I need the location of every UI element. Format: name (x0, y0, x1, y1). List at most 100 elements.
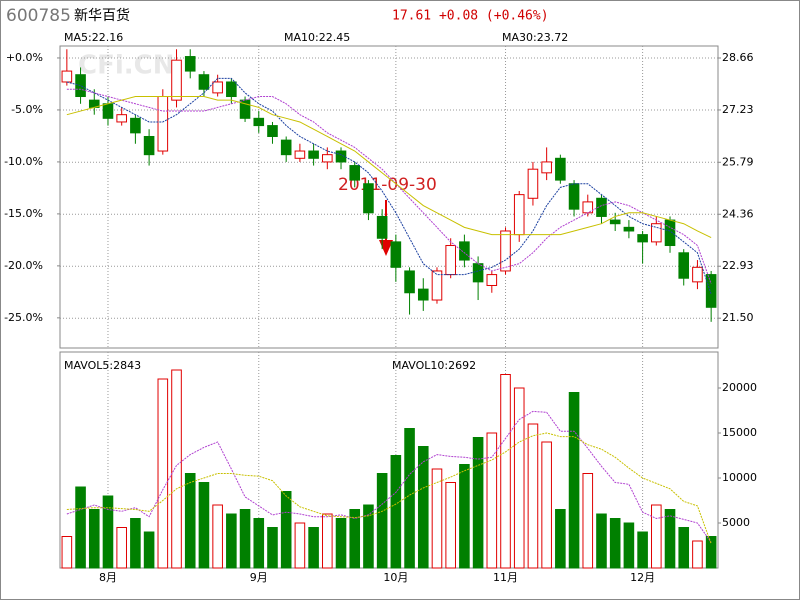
candle-body (555, 157, 566, 181)
candle-body (226, 81, 237, 98)
candle-body (267, 125, 278, 137)
ma-line (66, 432, 712, 544)
volume-bar (130, 518, 141, 569)
y2-tick-label: +0.0% (6, 51, 43, 64)
y2-tick-label: -15.0% (4, 207, 43, 220)
volume-bar (664, 509, 676, 569)
volume-bar (226, 513, 237, 569)
candle-body (486, 274, 498, 286)
volume-bar (171, 369, 182, 569)
volume-bar (541, 441, 552, 569)
volume-bar (75, 486, 86, 569)
volume-bar (568, 392, 580, 569)
volume-bar (143, 531, 155, 569)
candle-body (431, 270, 443, 301)
volume-bar (705, 536, 717, 569)
volume-bar (61, 536, 73, 569)
volume-bar (431, 468, 443, 569)
volume-bar (623, 522, 635, 569)
candle-body (472, 263, 484, 283)
ma-line (66, 77, 712, 295)
volume-bar (527, 423, 539, 569)
ma-line (66, 410, 712, 543)
candle-body (609, 219, 621, 225)
volume-bar (417, 446, 429, 569)
watermark: CFi.CN (78, 51, 174, 81)
y-tick-label: 21.50 (722, 311, 754, 324)
stock-code: 600785 (6, 6, 71, 26)
candle-body (171, 59, 182, 101)
candle-body (363, 183, 374, 214)
y-tick-label: 24.36 (722, 207, 754, 220)
volume-panel (59, 351, 719, 569)
volume-bar (102, 495, 114, 569)
volume-bar (294, 522, 306, 569)
y-tick-label: 27.23 (722, 103, 754, 116)
candle-body (637, 234, 648, 243)
volume-bar (363, 504, 374, 569)
volume-bar (253, 518, 265, 569)
candle-body (390, 241, 402, 268)
y2-tick-label: -20.0% (4, 259, 43, 272)
candle-body (459, 241, 470, 261)
candle-body (678, 252, 690, 279)
candle-body (596, 197, 607, 217)
candle-body (349, 165, 361, 181)
ma-line (66, 88, 712, 284)
x-tick-label: 8月 (99, 571, 117, 584)
candle-body (157, 96, 169, 152)
candle-body (61, 70, 73, 83)
volume-bar (376, 473, 388, 569)
candle-body (568, 183, 580, 210)
volume-bar (513, 387, 525, 569)
volume-bar (596, 513, 607, 569)
volume-bar (88, 509, 100, 569)
volume-bar (692, 540, 703, 569)
candle-body (322, 154, 333, 163)
legend-entry: MAVOL5:2843 (64, 359, 141, 372)
volume-bar (555, 509, 566, 569)
candle-body (212, 81, 223, 94)
volume-bar (390, 455, 402, 569)
candle-body (116, 114, 127, 123)
candle-body (253, 117, 265, 127)
candle-body (513, 194, 525, 236)
candle-body (130, 117, 141, 134)
y2-tick-label: -25.0% (4, 311, 43, 324)
candle-body (404, 270, 415, 294)
volume-bar (609, 518, 621, 569)
y2-tick-label: -10.0% (4, 155, 43, 168)
y-tick-label: 25.79 (722, 155, 754, 168)
candle-body (417, 288, 429, 301)
legend-entry: MA10:22.45 (284, 31, 350, 44)
candle-body (623, 226, 635, 232)
candle-body (376, 215, 388, 239)
candle-body (294, 150, 306, 159)
y2-tick-label: -5.0% (11, 103, 43, 116)
candle-body (280, 139, 292, 156)
volume-bar (472, 437, 484, 569)
candle-body (500, 230, 511, 272)
x-tick-label: 11月 (493, 571, 518, 584)
volume-bar (280, 491, 292, 569)
candle-body (582, 201, 594, 214)
legend-entry: MAVOL10:2692 (392, 359, 476, 372)
candle-body (445, 245, 456, 276)
y-tick-label: 5000 (722, 516, 750, 529)
candle-body (335, 150, 347, 163)
x-tick-label: 9月 (250, 571, 268, 584)
volume-bar (184, 473, 196, 569)
candle-body (102, 103, 114, 119)
volume-bar (678, 527, 690, 569)
price-panel (59, 45, 719, 349)
volume-bar (637, 531, 648, 569)
volume-bar (322, 513, 333, 569)
candle-body (705, 274, 717, 308)
volume-bar (267, 527, 278, 569)
volume-bar (212, 504, 223, 569)
volume-bar (308, 527, 319, 569)
candle-body (75, 74, 86, 98)
volume-bar (116, 527, 127, 569)
candle-body (143, 135, 155, 156)
volume-bar (198, 482, 210, 569)
